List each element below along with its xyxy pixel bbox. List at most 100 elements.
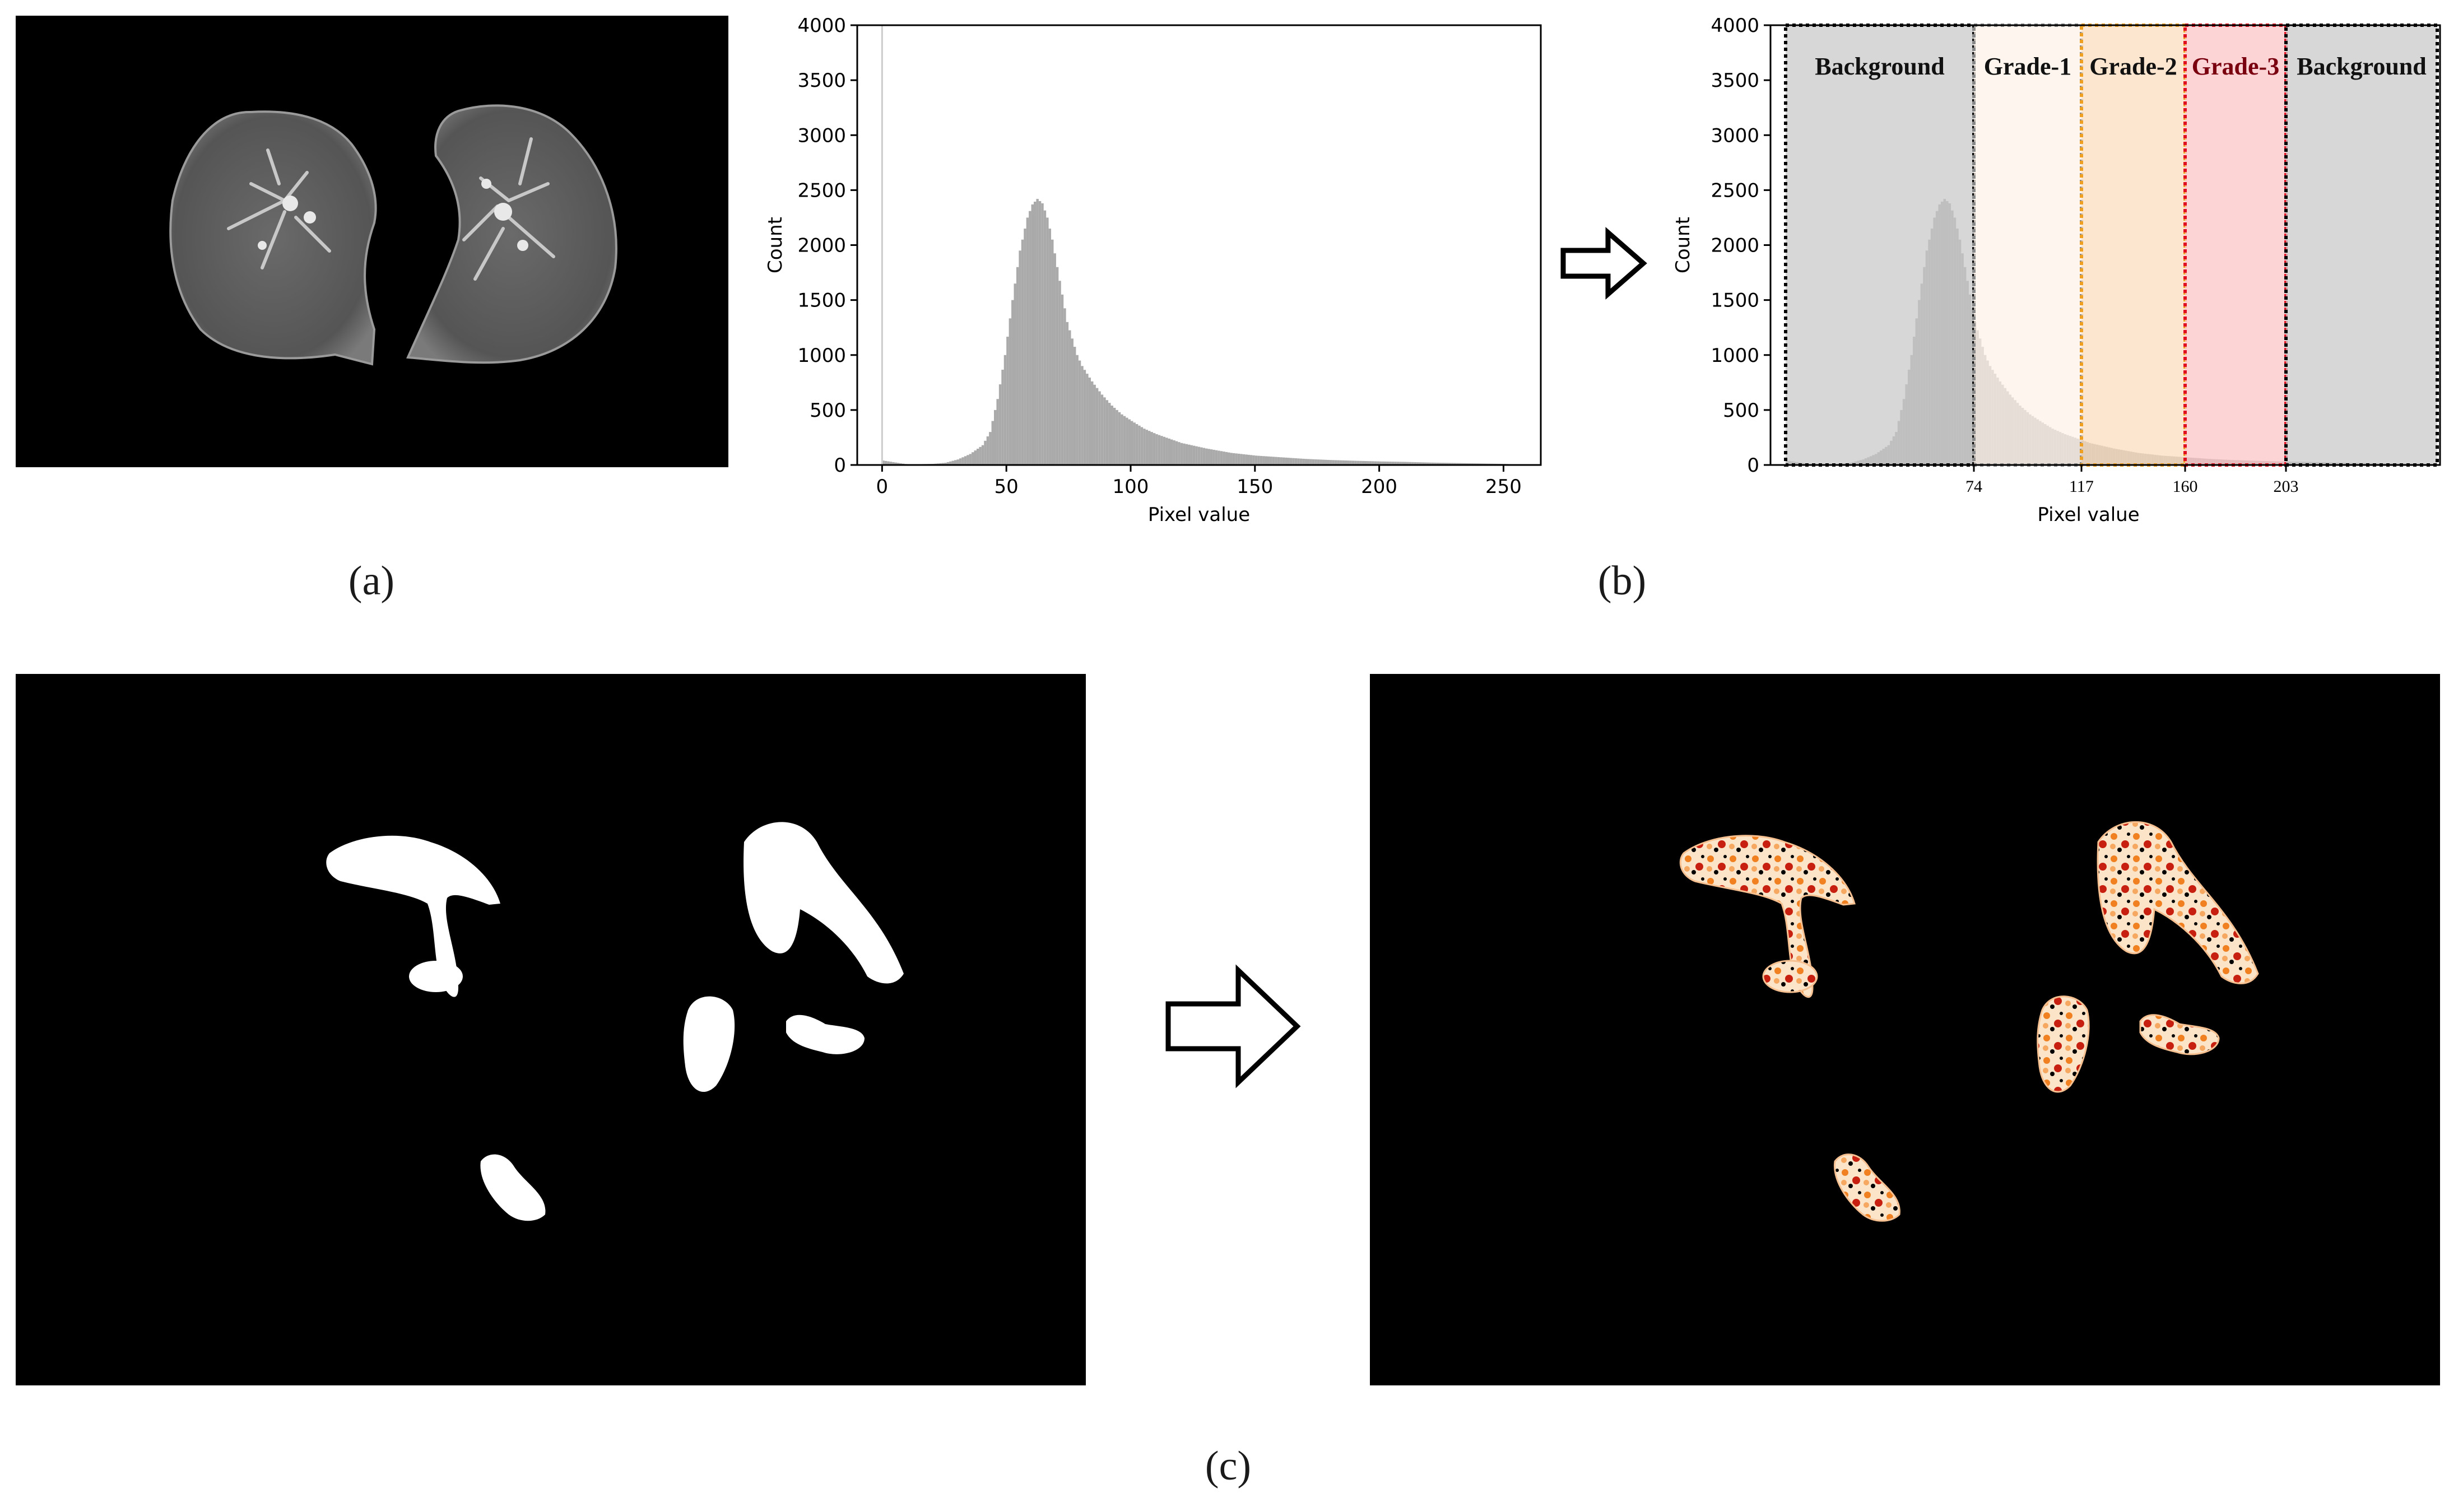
histogram-bar: [1143, 429, 1146, 465]
caption-a: (a): [348, 558, 395, 604]
histogram-bar: [1424, 462, 1426, 465]
histogram-bar: [1188, 444, 1191, 465]
histogram-bar: [1434, 462, 1437, 465]
histogram-bar: [1446, 463, 1449, 465]
histogram-bar: [1110, 406, 1113, 465]
histogram-bar: [1001, 369, 1004, 465]
histogram-bar: [1262, 456, 1265, 465]
histogram-bar: [1223, 452, 1225, 465]
histogram-bar: [1126, 417, 1128, 465]
histogram-chart: 0 500 1000 1500 2000 2500 3000 3500 4000 0 50 100 15…: [764, 15, 1542, 526]
histogram-bar: [1123, 416, 1126, 465]
histogram-bar: [984, 440, 987, 465]
histogram-bar: [1396, 462, 1400, 465]
histogram-bar: [889, 462, 893, 465]
x-axis-label: Pixel value: [1148, 504, 1250, 526]
histogram-bar: [1394, 462, 1397, 465]
mask-region: [409, 961, 463, 992]
x-tick-label: 74: [1965, 477, 1982, 496]
x-tick-label: 50: [995, 476, 1019, 498]
histogram-bar: [1294, 458, 1298, 465]
histogram-bar: [882, 460, 885, 465]
histogram-bar: [1389, 462, 1392, 465]
mask-region: [326, 835, 500, 997]
histogram-bar: [1076, 355, 1079, 465]
histogram-bar: [1302, 458, 1305, 465]
histogram-bar: [981, 445, 984, 465]
histogram-bar: [1041, 203, 1044, 465]
histogram-bar: [1168, 438, 1170, 465]
mask-region: [743, 822, 904, 984]
histogram-bar: [1019, 250, 1021, 465]
histogram-bar: [1108, 403, 1111, 465]
x-tick-label: 160: [2173, 477, 2198, 496]
histogram-bar: [1312, 459, 1315, 465]
histogram-bar: [1414, 462, 1417, 465]
histogram-bar: [1275, 457, 1277, 465]
histogram-bar: [1369, 461, 1372, 465]
histogram-bar: [1006, 337, 1009, 465]
histogram-bar: [1183, 443, 1186, 465]
x-tick-label: 200: [1361, 476, 1397, 498]
histogram-bar: [1150, 432, 1153, 465]
histogram-bar: [1093, 384, 1096, 465]
x-tick-label: 150: [1237, 476, 1273, 498]
histogram-bar: [1325, 459, 1327, 465]
histogram-bar: [1073, 347, 1076, 465]
histogram-bar: [1083, 370, 1086, 465]
histogram-bar: [1170, 439, 1173, 465]
histogram-bar: [1346, 460, 1350, 465]
histogram-bar: [1036, 199, 1039, 465]
histogram-bar: [1095, 388, 1099, 465]
histogram-bar: [1192, 445, 1196, 465]
histogram-bar: [1359, 460, 1362, 465]
histogram-bar: [1121, 414, 1123, 465]
histogram-bar: [1033, 201, 1037, 465]
histogram-bar: [1426, 462, 1429, 465]
histogram-bar: [1280, 457, 1282, 465]
histogram-bar: [1270, 457, 1272, 465]
histogram-bar: [974, 450, 977, 465]
right-arrow-icon: [1560, 227, 1647, 300]
histogram-bar: [1469, 463, 1471, 465]
y-tick-label: 3000: [1711, 124, 1759, 147]
histogram-bar: [1292, 458, 1295, 465]
histogram-bar: [951, 460, 955, 465]
histogram-bar: [1334, 460, 1337, 465]
histogram-bar: [1322, 459, 1325, 465]
histogram-bar: [892, 462, 895, 465]
histogram-bar: [1205, 448, 1208, 465]
histogram-bar: [1379, 461, 1382, 465]
histogram-bar: [1029, 211, 1031, 465]
histogram-bar: [1195, 446, 1198, 465]
grade-band: [1784, 24, 1976, 467]
histogram-bar: [1458, 463, 1462, 465]
histogram-bar: [1098, 391, 1101, 465]
histogram-bar: [1377, 461, 1379, 465]
histogram-bar: [1252, 455, 1255, 465]
histogram-bar: [1451, 463, 1454, 465]
mask-region: [683, 996, 735, 1092]
histogram-bar: [1113, 407, 1116, 465]
histogram-bar: [959, 458, 962, 465]
histogram-bar: [1406, 462, 1409, 465]
histogram-bar: [1265, 456, 1267, 465]
histogram-bar: [1367, 461, 1369, 465]
grade-band-label: Grade-1: [1984, 53, 2071, 80]
histogram-bar: [1086, 374, 1089, 465]
histogram-bar: [1257, 455, 1260, 465]
heatmap-region: [1762, 960, 1818, 993]
x-tick-label: 203: [2274, 477, 2299, 496]
plot-frame: [856, 24, 1542, 466]
y-axis-label: Count: [1672, 217, 1694, 273]
mask-region: [786, 1015, 865, 1054]
y-tick-label: 1500: [1711, 290, 1759, 312]
histogram-bar: [1443, 463, 1447, 465]
histogram-bar: [1058, 281, 1061, 465]
histogram-bar: [1429, 462, 1432, 465]
histogram-bar: [941, 463, 945, 465]
histogram-bar: [1317, 459, 1320, 465]
histogram-bar: [1116, 410, 1118, 465]
histogram-bar: [1441, 463, 1444, 465]
mask-region: [480, 1154, 546, 1221]
